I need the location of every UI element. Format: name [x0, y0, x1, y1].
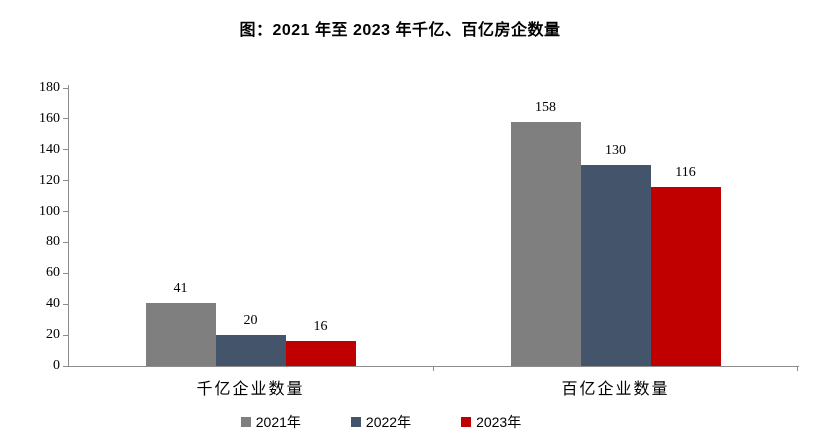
x-tick-mark [432, 366, 434, 371]
y-tick-label: 160 [39, 110, 60, 126]
y-tick-mark [63, 180, 68, 182]
bar-value-label: 116 [675, 164, 696, 180]
legend-label: 2021年 [255, 414, 301, 430]
y-tick-mark [63, 272, 68, 274]
y-tick-label: 180 [39, 80, 60, 95]
legend-item-2023年: 2023年 [461, 415, 521, 429]
legend-item-2021年: 2021年 [240, 414, 301, 430]
bar-value-label: 20 [243, 313, 258, 329]
y-axis-line [68, 85, 69, 366]
legend-label: 2023年 [476, 414, 522, 430]
x-axis-line [68, 366, 799, 367]
bar-2022年-千亿企业数量 [215, 335, 286, 366]
y-tick-label: 140 [39, 141, 60, 157]
bar-2022年-百亿企业数量 [580, 165, 651, 366]
y-tick-mark [63, 118, 68, 120]
bar-2021年-千亿企业数量 [145, 302, 216, 366]
legend-label: 2022年 [365, 414, 412, 430]
y-tick-label: 20 [46, 327, 60, 343]
x-category-label: 千亿企业数量 [196, 381, 305, 398]
legend-swatch [350, 417, 361, 427]
bar-value-label: 41 [173, 280, 188, 296]
legend-swatch [240, 417, 251, 427]
y-tick-label: 120 [39, 172, 60, 188]
y-tick-mark [63, 241, 68, 243]
legend-item-2022年: 2022年 [350, 414, 412, 430]
chart-title: 图：2021 年至 2023 年千亿、百亿房企数量 [239, 22, 561, 39]
x-tick-mark [797, 366, 798, 371]
y-tick-label: 0 [53, 358, 60, 373]
legend: 2021年 2022年 2023年 [0, 413, 762, 431]
bar-2023年-千亿企业数量 [285, 341, 356, 366]
y-tick-label: 60 [46, 265, 60, 281]
y-tick-mark [63, 149, 68, 151]
bar-value-label: 16 [313, 319, 328, 335]
y-tick-label: 40 [46, 296, 60, 312]
y-tick-label: 100 [39, 203, 60, 219]
plot-area: 0 20 40 60 80 100 120 140 160 180 41 20 16 千亿企业数量 158 1… [39, 81, 799, 398]
bar-2023年-百亿企业数量 [650, 186, 721, 366]
y-tick-mark [63, 365, 68, 367]
y-tick-mark [63, 303, 68, 305]
legend-swatch [461, 417, 472, 427]
y-tick-mark [63, 87, 68, 89]
bar-value-label: 158 [535, 99, 556, 115]
y-tick-mark [63, 211, 68, 213]
y-tick-mark [63, 334, 68, 336]
x-category-label: 百亿企业数量 [561, 381, 670, 398]
bar-2021年-百亿企业数量 [510, 121, 581, 366]
bar-value-label: 130 [605, 143, 626, 159]
y-tick-label: 80 [46, 234, 60, 250]
